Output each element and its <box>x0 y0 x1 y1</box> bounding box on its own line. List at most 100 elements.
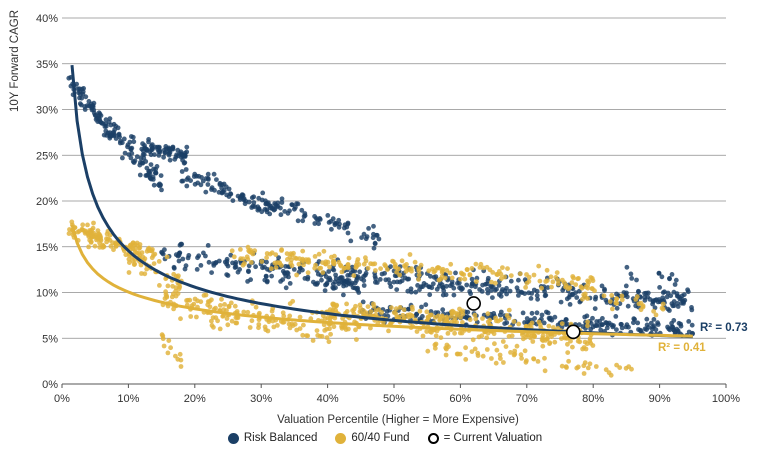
data-point <box>492 280 498 286</box>
data-point <box>171 264 177 270</box>
data-point <box>300 218 306 224</box>
data-point <box>449 275 455 281</box>
data-point <box>231 254 237 260</box>
data-point <box>237 267 243 272</box>
data-point <box>164 293 170 299</box>
data-point <box>251 194 257 200</box>
trend-lines <box>70 64 693 339</box>
data-point <box>156 259 162 264</box>
data-point <box>225 322 231 328</box>
data-point <box>279 248 284 253</box>
y-tick-label: 30% <box>36 105 58 117</box>
data-point <box>373 279 378 285</box>
data-point <box>290 298 296 304</box>
data-point <box>454 351 460 357</box>
data-point <box>389 305 394 311</box>
data-point <box>303 257 309 262</box>
data-point <box>315 280 320 286</box>
data-point <box>686 319 692 324</box>
data-point <box>581 345 587 350</box>
data-point <box>179 169 185 174</box>
data-point <box>147 175 153 181</box>
data-point <box>270 318 276 324</box>
data-point <box>474 279 479 284</box>
data-point <box>120 155 125 161</box>
data-point <box>593 296 598 302</box>
data-point <box>464 282 470 288</box>
data-point <box>412 259 418 265</box>
data-point <box>560 287 566 293</box>
data-point <box>169 294 175 300</box>
data-point <box>567 302 573 307</box>
data-point <box>608 372 614 378</box>
data-point <box>407 252 413 257</box>
data-point <box>345 230 351 236</box>
data-point <box>511 319 517 324</box>
data-point <box>180 256 186 262</box>
data-point <box>184 144 190 150</box>
data-point <box>496 283 502 288</box>
data-point <box>238 247 243 252</box>
data-point <box>336 224 342 230</box>
x-tick-label: 50% <box>383 393 405 405</box>
data-point <box>476 334 482 340</box>
x-tick-label: 70% <box>516 393 538 405</box>
data-point <box>180 178 186 184</box>
data-point <box>137 172 143 178</box>
data-point <box>328 331 333 337</box>
data-point <box>272 201 278 206</box>
x-tick-label: 90% <box>649 393 671 405</box>
data-point <box>667 276 672 281</box>
data-point <box>467 272 473 278</box>
data-point <box>272 206 278 212</box>
data-point <box>671 303 677 309</box>
x-tick-label: 20% <box>184 393 206 405</box>
data-point <box>587 361 593 367</box>
data-point <box>361 311 366 317</box>
data-point <box>669 320 674 326</box>
data-point <box>579 285 585 291</box>
data-point <box>249 205 255 210</box>
data-point <box>588 320 594 326</box>
data-point <box>542 355 547 361</box>
data-point <box>516 277 521 283</box>
data-point <box>519 290 525 295</box>
data-point <box>351 273 357 278</box>
data-point <box>194 267 200 272</box>
data-point <box>292 255 298 261</box>
data-point <box>357 309 363 314</box>
data-point <box>248 260 254 265</box>
data-point <box>665 306 671 312</box>
data-point <box>316 221 321 227</box>
x-tick-label: 30% <box>250 393 272 405</box>
data-point <box>448 314 454 319</box>
data-point <box>249 318 255 324</box>
data-point <box>669 272 675 277</box>
data-point <box>440 292 446 298</box>
data-point <box>325 259 331 265</box>
data-point <box>432 342 438 348</box>
data-point <box>161 343 167 349</box>
data-point <box>194 314 199 320</box>
data-point <box>342 265 348 271</box>
data-point <box>347 272 353 278</box>
data-point <box>550 279 556 285</box>
data-point <box>514 343 520 349</box>
data-point <box>580 296 585 302</box>
data-point <box>427 292 433 298</box>
data-point <box>275 203 281 209</box>
data-point <box>352 285 358 291</box>
data-point <box>361 278 367 283</box>
data-point <box>86 244 91 250</box>
data-point <box>501 360 506 365</box>
series-0 <box>66 75 695 338</box>
data-point <box>644 327 649 332</box>
data-point <box>300 332 306 338</box>
data-point <box>575 364 581 370</box>
data-point <box>531 356 536 361</box>
data-point <box>451 292 457 298</box>
data-point <box>264 255 269 261</box>
data-point <box>653 327 659 333</box>
legend-label-60-40-fund: 60/40 Fund <box>351 432 410 444</box>
labels: 10Y Forward CAGR Valuation Percentile (H… <box>9 10 748 426</box>
